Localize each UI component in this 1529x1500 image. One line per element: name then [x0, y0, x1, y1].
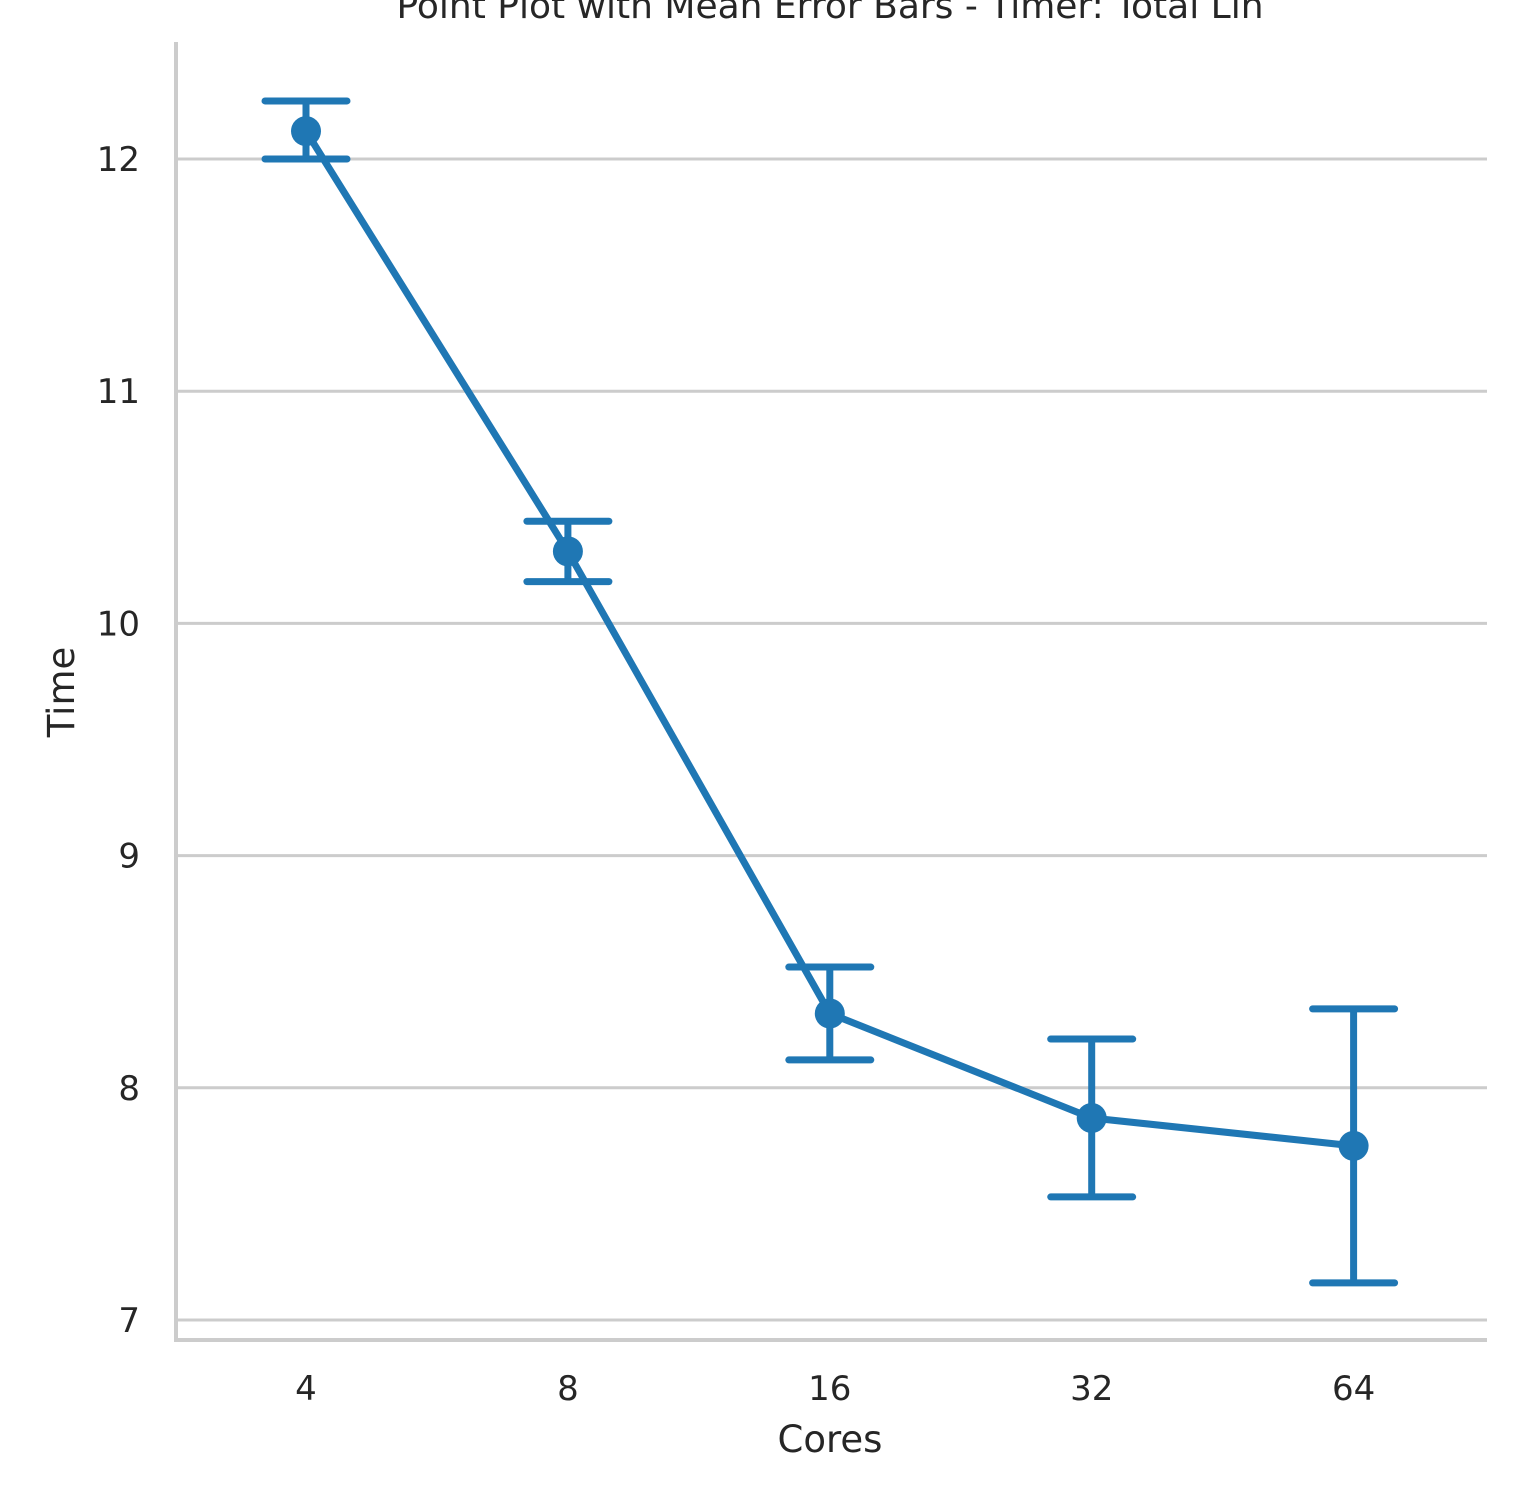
y-tick-label: 12 — [97, 140, 140, 180]
y-tick-labels: 7 8 9 10 11 12 — [97, 140, 140, 1341]
x-axis-label: Cores — [778, 1418, 883, 1461]
x-tick-label: 16 — [808, 1369, 851, 1409]
y-tick-label: 10 — [97, 604, 140, 644]
chart-title: Point Plot with Mean Error Bars - Timer:… — [396, 0, 1263, 27]
y-tick-label: 9 — [118, 837, 140, 877]
x-tick-label: 4 — [295, 1369, 317, 1409]
x-tick-labels: 4 8 16 32 64 — [295, 1369, 1375, 1409]
y-tick-label: 8 — [118, 1069, 140, 1109]
x-tick-label: 8 — [557, 1369, 579, 1409]
data-point — [291, 116, 321, 147]
grid-lines — [176, 157, 1487, 1322]
data-series — [261, 97, 1399, 1287]
data-point — [1076, 1102, 1107, 1133]
data-point — [552, 536, 583, 567]
y-tick-label: 11 — [97, 372, 140, 412]
y-axis-label: Time — [40, 647, 83, 739]
data-point — [1338, 1130, 1369, 1161]
x-tick-label: 64 — [1332, 1369, 1375, 1409]
data-point — [814, 998, 845, 1029]
x-tick-label: 32 — [1070, 1369, 1113, 1409]
axes — [174, 42, 1487, 1342]
y-tick-label: 7 — [118, 1301, 140, 1341]
